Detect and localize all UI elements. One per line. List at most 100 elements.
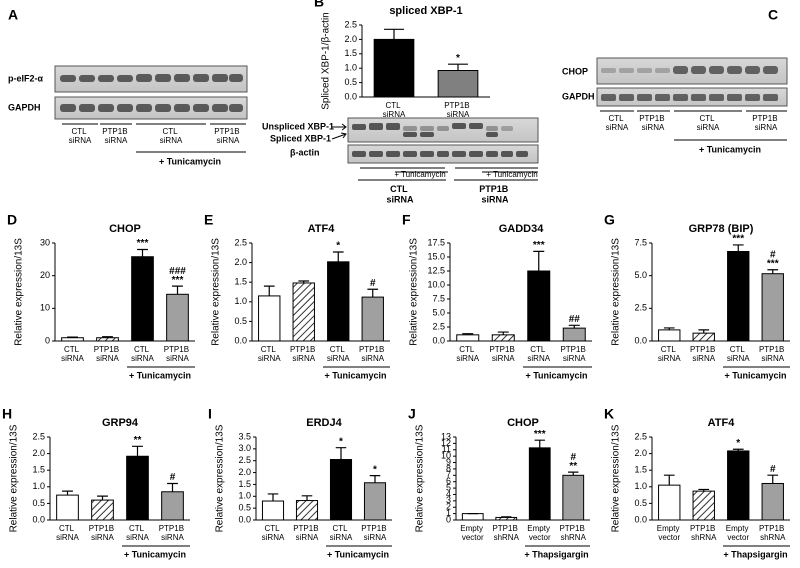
significance-label: ***	[137, 238, 149, 249]
error-bar	[132, 445, 143, 457]
bar	[491, 334, 515, 342]
x-tick-label: CTL siRNA	[456, 345, 479, 363]
x-tick-label: CTL siRNA	[126, 524, 149, 542]
significance-label: *	[336, 241, 340, 252]
significance-label: ***	[533, 240, 545, 251]
panel-letter: F	[402, 212, 411, 228]
y-tick-label: 2.5	[634, 431, 647, 441]
bar	[327, 261, 350, 342]
lane-label: CTL siRNA	[697, 114, 720, 132]
error-bar	[384, 28, 404, 40]
y-tick-label: 0.0	[234, 335, 247, 345]
bands	[60, 74, 243, 112]
panel-letter: C	[768, 7, 778, 23]
error-bar	[67, 336, 78, 338]
treatment-label: + Tunicamycin	[327, 549, 389, 559]
blot-b: Unspliced XBP-1 Spliced XBP-1 β-actin + …	[262, 117, 539, 205]
panel-letter: J	[408, 406, 416, 422]
bar	[461, 513, 484, 521]
bands	[352, 123, 528, 157]
y-tick-label: 1.0	[344, 63, 357, 73]
error-bar	[97, 495, 108, 501]
bar	[131, 256, 154, 342]
bar	[258, 295, 281, 342]
y-tick-label: 2.0	[344, 34, 357, 44]
y-tick-label: 1.0	[238, 491, 251, 501]
panel-letter: B	[314, 0, 324, 10]
error-bar	[462, 333, 474, 335]
bar	[126, 455, 149, 521]
y-tick-label: 10	[441, 451, 451, 461]
y-tick-label: 1.5	[344, 48, 357, 58]
y-tick-label: 2.5	[234, 237, 247, 247]
x-tick-label: PTP1B siRNA	[293, 524, 321, 542]
treatment-label: + Tunicamycin	[159, 156, 221, 166]
y-tick-label: 2.5	[32, 431, 45, 441]
bar	[292, 282, 315, 342]
chart-title: CHOP	[109, 223, 141, 235]
panel-letter: E	[204, 212, 213, 228]
bar	[96, 337, 119, 342]
y-tick-label: 1.0	[32, 481, 45, 491]
lane-label: PTP1B siRNA	[214, 127, 242, 145]
x-tick-label: Empty vector	[657, 524, 682, 542]
y-tick-label: 0.0	[634, 335, 647, 345]
chart-title: ERDJ4	[306, 417, 342, 429]
x-tick-label: CTL siRNA	[330, 524, 353, 542]
y-tick-label: 10	[40, 303, 50, 313]
bar	[456, 334, 480, 342]
y-tick-label: 15.0	[427, 251, 445, 261]
bar	[56, 494, 79, 521]
chart-title: CHOP	[507, 417, 539, 429]
y-axis-label: Spliced XBP-1/β-actin	[321, 12, 332, 109]
panel-letter: D	[7, 212, 17, 228]
bar	[363, 482, 387, 521]
x-tick-label: PTP1B siRNA	[759, 345, 787, 363]
y-tick-label: 20	[40, 270, 50, 280]
y-tick-label: 2.5	[634, 303, 647, 313]
significance-label: **	[569, 461, 577, 472]
significance-label: #	[370, 278, 376, 289]
treatment-label: + Tunicamycin	[699, 144, 761, 154]
error-bar	[448, 63, 468, 71]
y-tick-label: 5.0	[634, 270, 647, 280]
bar	[761, 482, 784, 521]
error-bar	[501, 516, 512, 518]
significance-label: *	[373, 464, 377, 475]
row-label: p-eIF2-α	[8, 73, 44, 83]
y-tick-label: 13	[441, 431, 451, 441]
error-bar	[167, 482, 178, 492]
x-tick-label: PTP1B siRNA	[290, 345, 318, 363]
y-axis-label: Relative expression/13S	[211, 238, 222, 346]
treatment-label: + Tunicamycin	[525, 370, 587, 380]
x-tick-label: PTP1B siRNA	[444, 101, 472, 119]
arrows	[331, 123, 538, 181]
error-bar	[332, 251, 344, 262]
error-bar	[172, 285, 183, 295]
significance-label: **	[134, 435, 142, 446]
y-tick-label: 0.0	[32, 514, 45, 524]
panel-letter: H	[2, 406, 12, 422]
y-tick-label: 3.5	[238, 431, 251, 441]
error-bar	[301, 495, 313, 501]
treatment-label: + Thapsigargin	[524, 549, 588, 559]
x-tick-label: CTL siRNA	[658, 345, 681, 363]
y-tick-label: 0.0	[238, 514, 251, 524]
y-tick-label: 0.5	[238, 503, 251, 513]
row-label: β-actin	[290, 147, 320, 157]
bar	[658, 484, 681, 521]
chart-title: ATF4	[708, 417, 736, 429]
significance-label: ***	[732, 234, 744, 245]
error-bar	[62, 490, 73, 496]
y-tick-label: 4	[446, 489, 451, 499]
group-label: PTP1B siRNA	[479, 184, 511, 204]
y-tick-label: 2.0	[32, 448, 45, 458]
significance-label: ###	[169, 266, 186, 277]
error-bar	[663, 474, 675, 486]
bar	[329, 459, 353, 521]
treatment-label: + Thapsigargin	[723, 549, 787, 559]
x-tick-label: PTP1B siRNA	[89, 524, 117, 542]
error-bar	[137, 248, 148, 257]
x-tick-label: PTP1B shRNA	[759, 524, 787, 542]
bar	[161, 491, 184, 521]
